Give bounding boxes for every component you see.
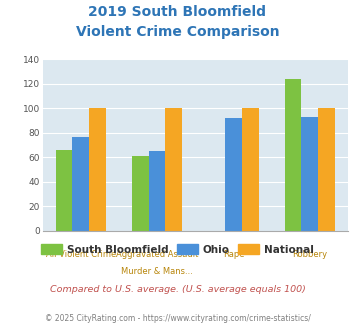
Text: 2019 South Bloomfield: 2019 South Bloomfield bbox=[88, 5, 267, 19]
Text: All Violent Crime: All Violent Crime bbox=[46, 250, 116, 259]
Bar bbox=[165, 109, 182, 231]
Bar bbox=[149, 151, 165, 231]
Bar bbox=[318, 109, 335, 231]
Bar bbox=[225, 118, 242, 231]
Legend: South Bloomfield, Ohio, National: South Bloomfield, Ohio, National bbox=[41, 245, 314, 255]
Bar bbox=[89, 109, 106, 231]
Text: Violent Crime Comparison: Violent Crime Comparison bbox=[76, 25, 279, 39]
Text: Aggravated Assault: Aggravated Assault bbox=[116, 250, 198, 259]
Bar bbox=[132, 156, 149, 231]
Text: Robbery: Robbery bbox=[292, 250, 327, 259]
Bar bbox=[301, 117, 318, 231]
Bar bbox=[285, 79, 301, 231]
Text: Compared to U.S. average. (U.S. average equals 100): Compared to U.S. average. (U.S. average … bbox=[50, 285, 305, 294]
Bar bbox=[72, 137, 89, 231]
Bar bbox=[242, 109, 258, 231]
Text: Rape: Rape bbox=[223, 250, 244, 259]
Bar bbox=[56, 150, 72, 231]
Text: Murder & Mans...: Murder & Mans... bbox=[121, 267, 193, 276]
Text: © 2025 CityRating.com - https://www.cityrating.com/crime-statistics/: © 2025 CityRating.com - https://www.city… bbox=[45, 314, 310, 323]
